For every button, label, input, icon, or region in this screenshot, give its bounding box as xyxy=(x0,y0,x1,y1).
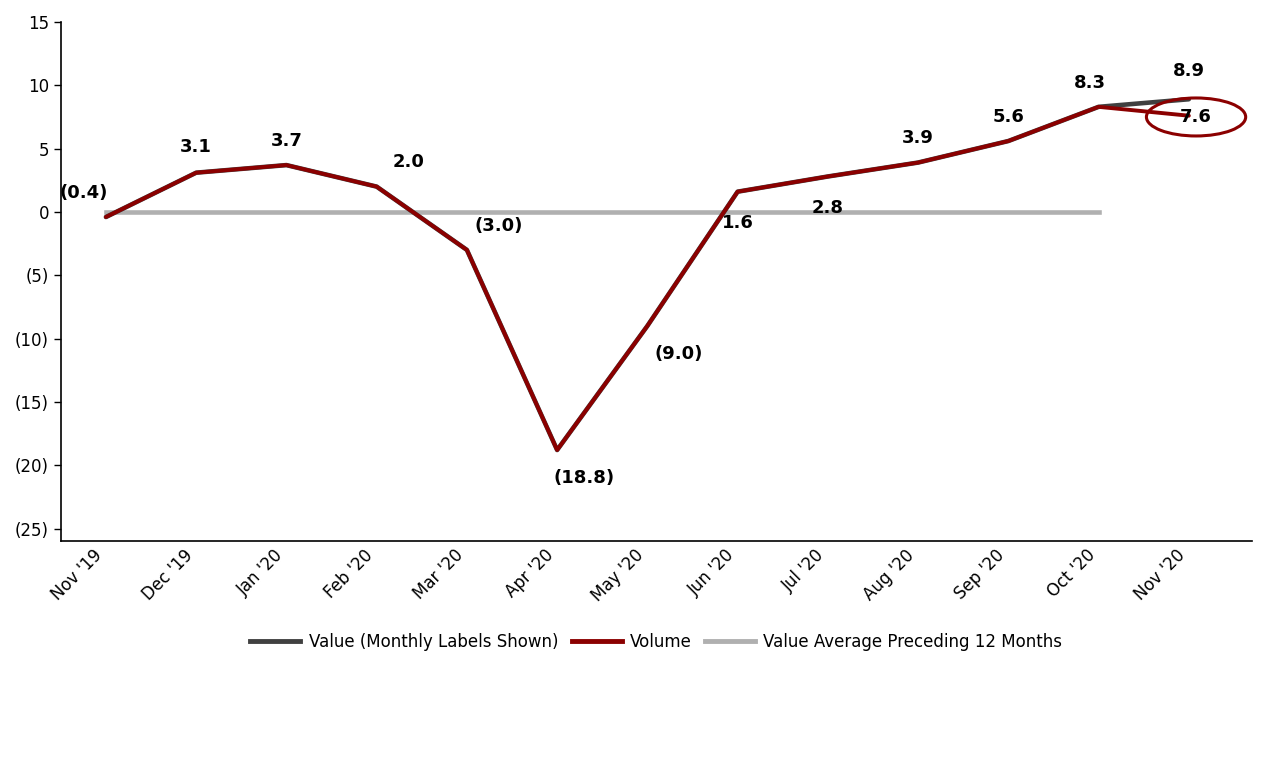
Text: (0.4): (0.4) xyxy=(60,184,108,201)
Text: 7.6: 7.6 xyxy=(1180,108,1213,126)
Text: 8.3: 8.3 xyxy=(1073,74,1106,92)
Text: (3.0): (3.0) xyxy=(474,217,523,234)
Text: 2.8: 2.8 xyxy=(812,199,844,218)
Text: 5.6: 5.6 xyxy=(992,108,1024,126)
Text: 8.9: 8.9 xyxy=(1173,62,1205,80)
Legend: Value (Monthly Labels Shown), Volume, Value Average Preceding 12 Months: Value (Monthly Labels Shown), Volume, Va… xyxy=(243,626,1069,657)
Text: 2.0: 2.0 xyxy=(393,153,424,172)
Text: (18.8): (18.8) xyxy=(554,469,614,487)
Text: 3.1: 3.1 xyxy=(180,138,212,156)
Text: (9.0): (9.0) xyxy=(655,345,703,363)
Text: 3.7: 3.7 xyxy=(270,132,303,150)
Text: 3.9: 3.9 xyxy=(902,129,934,147)
Text: 1.6: 1.6 xyxy=(722,214,754,232)
